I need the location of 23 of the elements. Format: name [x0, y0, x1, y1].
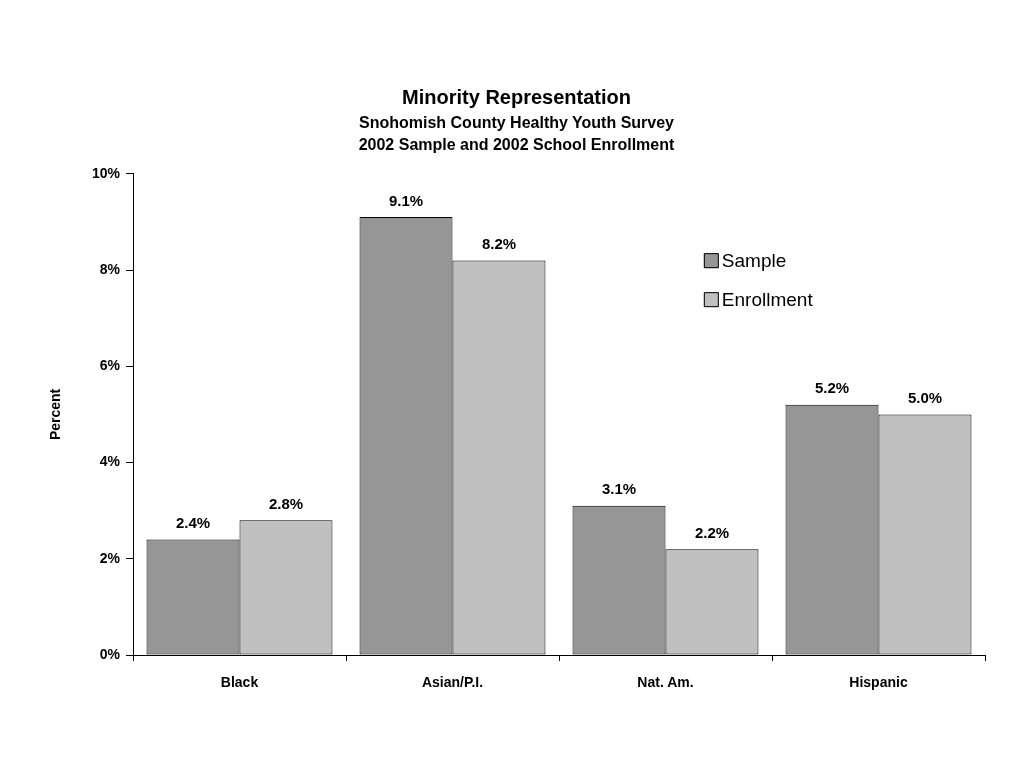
- data-label: 2.8%: [268, 494, 304, 512]
- legend-label: Sample: [721, 249, 787, 271]
- y-axis-title: Percent: [47, 388, 64, 441]
- x-tick-label: Asian/P.I.: [421, 674, 484, 691]
- y-tick-label: 10%: [91, 164, 121, 181]
- y-tick-label: 0%: [99, 645, 121, 662]
- chart-title: Minority Representation: [402, 85, 631, 108]
- data-label: 3.1%: [601, 480, 637, 498]
- chart-subtitle: Snohomish County Healthy Youth Survey 2002 Sample and 2002 School Enrollment: [358, 113, 676, 154]
- x-tick-label: Hispanic: [849, 674, 908, 691]
- y-tick-label: 4%: [99, 453, 121, 470]
- y-tick-label: 6%: [99, 357, 121, 374]
- data-label: 8.2%: [481, 235, 517, 253]
- legend-label: Enrollment: [721, 288, 814, 310]
- data-label: 2.4%: [175, 514, 211, 532]
- data-label: 9.1%: [388, 191, 424, 209]
- data-label: 2.2%: [694, 523, 730, 541]
- data-label: 5.0%: [907, 389, 943, 407]
- y-tick-label: 8%: [99, 260, 121, 277]
- data-label: 5.2%: [814, 379, 850, 397]
- x-tick-label: Black: [220, 674, 259, 691]
- y-tick-label: 2%: [99, 549, 121, 566]
- x-tick-label: Nat. Am.: [637, 674, 694, 691]
